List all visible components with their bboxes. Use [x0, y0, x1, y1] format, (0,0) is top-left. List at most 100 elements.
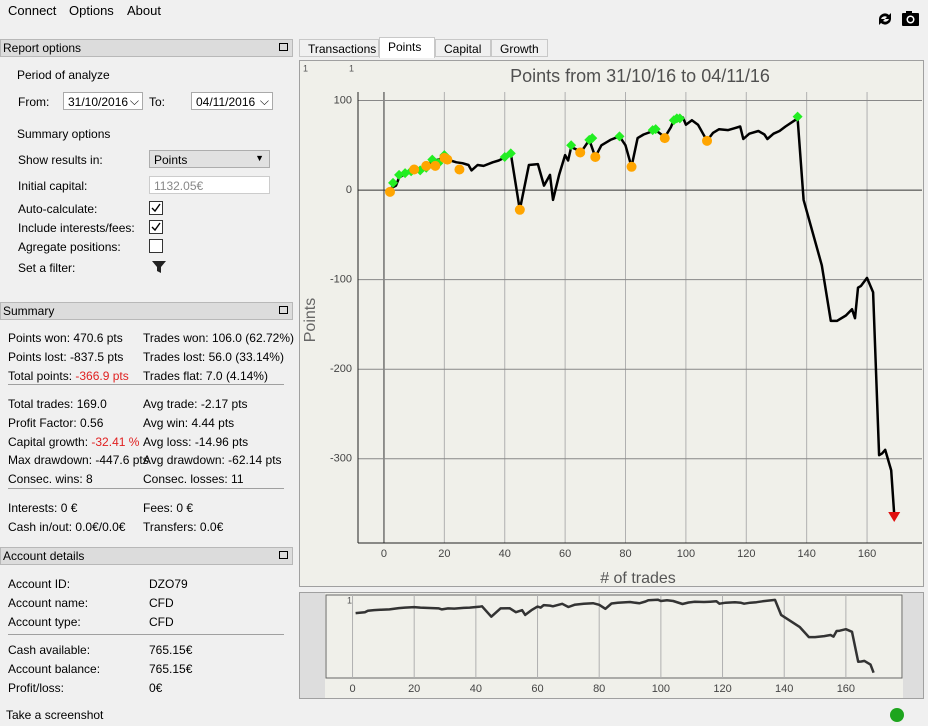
menu-item[interactable]: Options [69, 3, 114, 18]
summary-item: Profit Factor: 0.56 [8, 416, 103, 430]
account-label: Account name: [8, 596, 89, 611]
dropdown[interactable]: Points ▼ [149, 150, 270, 168]
panel-header[interactable]: Report options [0, 39, 293, 57]
chart-title: Points from 31/10/16 to 04/11/16 [510, 66, 770, 86]
summary-value: 0.0€/0.0€ [75, 519, 126, 534]
x-tick-label: 100 [677, 548, 695, 560]
summary-label: Trades lost: [143, 349, 206, 364]
loss-marker [575, 147, 586, 158]
summary-item: Capital growth: -32.41 % [8, 435, 139, 449]
overview-tick-label: 0 [349, 683, 355, 695]
separator [8, 488, 284, 489]
summary-item: Transfers: 0.0€ [143, 520, 223, 534]
y-tick-label: 100 [334, 94, 352, 106]
loss-marker [514, 204, 525, 215]
tab[interactable]: Capital [435, 39, 491, 57]
status-indicator [890, 708, 904, 722]
label: To: [149, 95, 166, 109]
x-tick-label: 20 [438, 548, 450, 560]
account-value: CFD [149, 615, 174, 630]
summary-label: Trades flat: [143, 368, 203, 383]
checkbox[interactable] [149, 239, 163, 253]
x-tick-label: 40 [499, 548, 511, 560]
summary-value: 7.0 (4.14%) [205, 368, 268, 383]
refresh-icon[interactable] [879, 13, 891, 25]
summary-item: Cash in/out: 0.0€/0.0€ [8, 520, 125, 534]
account-value: 765.15€ [149, 643, 193, 657]
summary-item: Trades won: 106.0 (62.72%) [143, 331, 294, 345]
summary-label: Avg win: [143, 415, 189, 430]
summary-value: -62.14 pts [228, 453, 282, 468]
win-marker [587, 133, 598, 144]
summary-value: -447.6 pts [95, 453, 149, 468]
win-marker [674, 113, 685, 124]
win-marker [566, 140, 577, 151]
summary-value: -366.9 pts [75, 368, 129, 383]
filter-icon[interactable] [151, 259, 167, 275]
label: Auto-calculate: [18, 202, 98, 216]
tab[interactable]: Growth [491, 39, 548, 57]
win-marker [505, 148, 516, 159]
loss-marker [442, 154, 453, 165]
account-value: 0€ [149, 681, 163, 696]
panel-header[interactable]: Account details [0, 547, 293, 565]
x-axis-label: # of trades [600, 570, 676, 587]
summary-label: Avg loss: [143, 434, 192, 449]
overview-tick-label: 160 [837, 683, 855, 695]
loss-marker [454, 164, 465, 175]
summary-value: 8 [86, 472, 93, 487]
label: Set a filter: [18, 261, 76, 275]
summary-value: 0.0€ [199, 519, 224, 534]
x-tick-label: 80 [619, 548, 631, 560]
camera-icon[interactable] [902, 11, 919, 26]
account-label: Account balance: [8, 662, 101, 677]
overview-tick-label: 60 [531, 683, 543, 695]
overview-handle[interactable] [903, 593, 923, 698]
x-tick-label: 120 [737, 548, 755, 560]
summary-value: -2.17 pts [200, 397, 248, 411]
menu-item[interactable]: About [127, 3, 161, 18]
summary-value: 106.0 (62.72%) [211, 331, 294, 345]
panel-header[interactable]: Summary [0, 302, 293, 320]
label: From: [18, 95, 50, 109]
summary-value: 169.0 [76, 397, 107, 411]
summary-label: Avg drawdown: [143, 453, 225, 468]
summary-item: Consec. wins: 8 [8, 472, 93, 486]
date-input[interactable]: 31/10/2016 ⌵ [63, 92, 143, 110]
summary-label: Cash in/out: [8, 519, 73, 534]
overview-tick-label: 100 [652, 683, 670, 695]
loss-marker [421, 160, 432, 171]
tab[interactable]: Transactions [299, 39, 379, 57]
summary-label: Fees: [143, 501, 174, 515]
check-mark [151, 222, 161, 232]
text-input[interactable]: 1132.05€ [149, 176, 270, 194]
overview-line [355, 598, 875, 674]
input-value: 1132.05€ [154, 179, 204, 193]
label: Summary options [17, 127, 111, 141]
checkbox[interactable] [149, 220, 163, 234]
account-label: Account ID: [8, 577, 71, 591]
label: Initial capital: [18, 179, 88, 193]
panel-title: Account details [3, 549, 85, 563]
account-value: CFD [149, 596, 174, 611]
summary-item: Avg win: 4.44 pts [143, 416, 234, 430]
y-tick-label: -300 [330, 453, 352, 465]
date-input[interactable]: 04/11/2016 ⌵ [191, 92, 273, 110]
summary-item: Avg loss: -14.96 pts [143, 435, 248, 449]
win-marker [614, 131, 625, 142]
check-mark [151, 203, 161, 213]
summary-label: Trades won: [143, 331, 209, 345]
menu-item[interactable]: Connect [8, 3, 57, 18]
summary-item: Total points: -366.9 pts [8, 369, 129, 383]
y-tick-label: -200 [330, 363, 352, 375]
tab[interactable]: Points [379, 37, 435, 58]
summary-item: Avg trade: -2.17 pts [143, 397, 248, 411]
checkbox[interactable] [149, 201, 163, 215]
panel-title: Summary [3, 304, 55, 318]
y-tick-label: -100 [330, 274, 352, 286]
overview-handle[interactable] [300, 593, 325, 698]
summary-label: Consec. wins: [8, 472, 83, 487]
overview-tick-label: 140 [775, 683, 793, 695]
summary-item: Trades lost: 56.0 (33.14%) [143, 350, 284, 364]
